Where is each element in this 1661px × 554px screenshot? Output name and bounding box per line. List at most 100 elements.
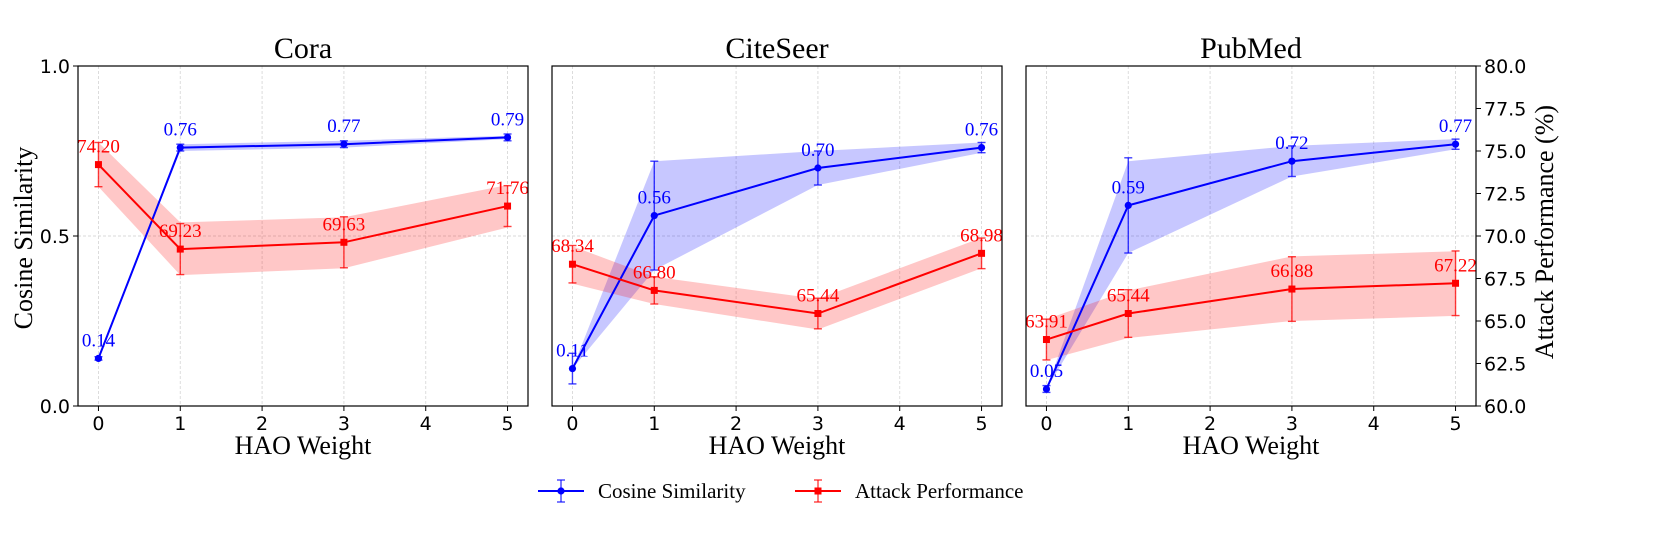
x-tick-label: 2 bbox=[256, 413, 268, 435]
axes-frame bbox=[551, 65, 1003, 407]
point-cosine bbox=[503, 133, 512, 141]
x-tick-label: 1 bbox=[648, 413, 660, 435]
y2-tick-label: 62.5 bbox=[1484, 354, 1526, 376]
y-tick-label: 0.0 bbox=[40, 396, 70, 418]
data-label-cosine: 0.56 bbox=[638, 188, 671, 209]
y-tick-label: 1.0 bbox=[40, 56, 70, 78]
x-tick-label: 5 bbox=[975, 413, 987, 435]
data-label-cosine: 0.79 bbox=[491, 109, 524, 130]
y2-tick-label: 70.0 bbox=[1484, 226, 1526, 248]
data-label-cosine: 0.05 bbox=[1030, 361, 1063, 382]
point-attack bbox=[1452, 279, 1460, 287]
point-cosine bbox=[1042, 385, 1051, 393]
y2-tick-label: 67.5 bbox=[1484, 269, 1526, 291]
point-attack bbox=[94, 161, 102, 169]
point-cosine bbox=[1451, 140, 1460, 148]
x-tick-label: 0 bbox=[1040, 413, 1052, 435]
data-label-cosine: 0.76 bbox=[164, 120, 197, 141]
point-cosine bbox=[340, 140, 348, 148]
line-cosine bbox=[571, 146, 982, 370]
point-attack bbox=[814, 310, 822, 318]
data-label-attack: 65.44 bbox=[797, 286, 840, 307]
line-attack bbox=[97, 163, 508, 251]
data-label-attack: 65.44 bbox=[1107, 286, 1150, 307]
x-tick-label: 3 bbox=[812, 413, 824, 435]
data-label-attack: 74.20 bbox=[77, 137, 120, 158]
point-cosine bbox=[650, 212, 658, 220]
band-attack bbox=[1046, 251, 1456, 361]
legend-marker bbox=[814, 487, 822, 495]
data-label-cosine: 0.76 bbox=[965, 120, 998, 141]
x-axis-label: HAO Weight bbox=[709, 431, 847, 460]
x-tick-label: 3 bbox=[338, 413, 350, 435]
legend-label: Attack Performance bbox=[855, 479, 1024, 503]
data-label-attack: 69.63 bbox=[323, 214, 366, 235]
x-tick-label: 0 bbox=[92, 413, 104, 435]
point-cosine bbox=[94, 354, 103, 362]
data-label-attack: 66.88 bbox=[1271, 261, 1314, 282]
data-label-cosine: 0.11 bbox=[556, 341, 589, 362]
band-attack bbox=[98, 142, 508, 276]
panel-title: Cora bbox=[274, 32, 332, 65]
legend-item-attack: Attack Performance bbox=[795, 479, 1024, 503]
x-tick-label: 2 bbox=[1204, 413, 1216, 435]
band-cosine bbox=[572, 142, 982, 369]
y2-axis-label: Attack Performance (%) bbox=[1530, 105, 1559, 359]
point-attack bbox=[650, 286, 658, 294]
x-tick-label: 1 bbox=[1122, 413, 1134, 435]
point-attack bbox=[1288, 285, 1296, 293]
legend: Cosine Similarity Attack Performance bbox=[538, 479, 1024, 503]
point-attack bbox=[1042, 336, 1050, 344]
y2-tick-label: 77.5 bbox=[1484, 99, 1526, 121]
point-cosine bbox=[977, 144, 986, 152]
point-cosine bbox=[1288, 157, 1296, 165]
point-cosine bbox=[814, 164, 822, 172]
y2-tick-label: 65.0 bbox=[1484, 311, 1526, 333]
legend-label: Cosine Similarity bbox=[598, 479, 746, 503]
y2-tick-label: 80.0 bbox=[1484, 56, 1526, 78]
point-cosine bbox=[568, 365, 577, 373]
line-cosine bbox=[97, 136, 508, 359]
point-attack bbox=[1124, 310, 1132, 318]
point-attack bbox=[504, 202, 512, 210]
y-tick-label: 0.5 bbox=[40, 226, 70, 248]
point-attack bbox=[176, 245, 184, 253]
panel-cora: 0.14 0.76 0.77 0.79 74.20 69.23 69.63 71.76 0 1 2 3… bbox=[9, 32, 529, 460]
data-label-attack: 63.91 bbox=[1025, 312, 1068, 333]
x-tick-label: 4 bbox=[420, 413, 432, 435]
y-axis-label: Cosine Similarity bbox=[9, 147, 38, 330]
line-cosine bbox=[1045, 143, 1456, 390]
data-label-attack: 67.22 bbox=[1434, 255, 1477, 276]
x-tick-label: 4 bbox=[1368, 413, 1380, 435]
x-tick-label: 5 bbox=[501, 413, 513, 435]
y2-tick-label: 60.0 bbox=[1484, 396, 1526, 418]
panel-title: CiteSeer bbox=[725, 32, 828, 65]
band-attack bbox=[572, 237, 982, 330]
data-label-cosine: 0.72 bbox=[1275, 133, 1308, 154]
x-tick-label: 0 bbox=[566, 413, 578, 435]
x-tick-label: 4 bbox=[894, 413, 906, 435]
data-label-cosine: 0.77 bbox=[1439, 116, 1472, 137]
x-tick-label: 3 bbox=[1286, 413, 1298, 435]
y2-tick-label: 75.0 bbox=[1484, 141, 1526, 163]
x-tick-label: 2 bbox=[730, 413, 742, 435]
line-attack bbox=[572, 252, 982, 315]
data-label-attack: 68.34 bbox=[551, 236, 594, 257]
data-label-cosine: 0.59 bbox=[1112, 177, 1145, 198]
x-tick-label: 1 bbox=[174, 413, 186, 435]
panel-pubmed: 0.05 0.59 0.72 0.77 63.91 65.44 66.88 67.22 0 1 2 3… bbox=[1025, 32, 1559, 460]
line-attack bbox=[1046, 282, 1456, 341]
point-attack bbox=[978, 249, 986, 257]
x-axis-label: HAO Weight bbox=[1183, 431, 1321, 460]
data-label-attack: 69.23 bbox=[159, 221, 202, 242]
point-attack bbox=[340, 238, 348, 246]
data-label-cosine: 0.77 bbox=[327, 116, 360, 137]
point-attack bbox=[568, 260, 576, 268]
x-tick-label: 5 bbox=[1449, 413, 1461, 435]
data-label-attack: 66.80 bbox=[633, 262, 676, 283]
legend-marker bbox=[557, 487, 565, 495]
data-label-attack: 71.76 bbox=[486, 178, 529, 199]
y2-tick-label: 72.5 bbox=[1484, 184, 1526, 206]
panel-citeseer: 0.11 0.56 0.70 0.76 68.34 66.80 65.44 68.98 0 1 2 3… bbox=[551, 32, 1003, 460]
